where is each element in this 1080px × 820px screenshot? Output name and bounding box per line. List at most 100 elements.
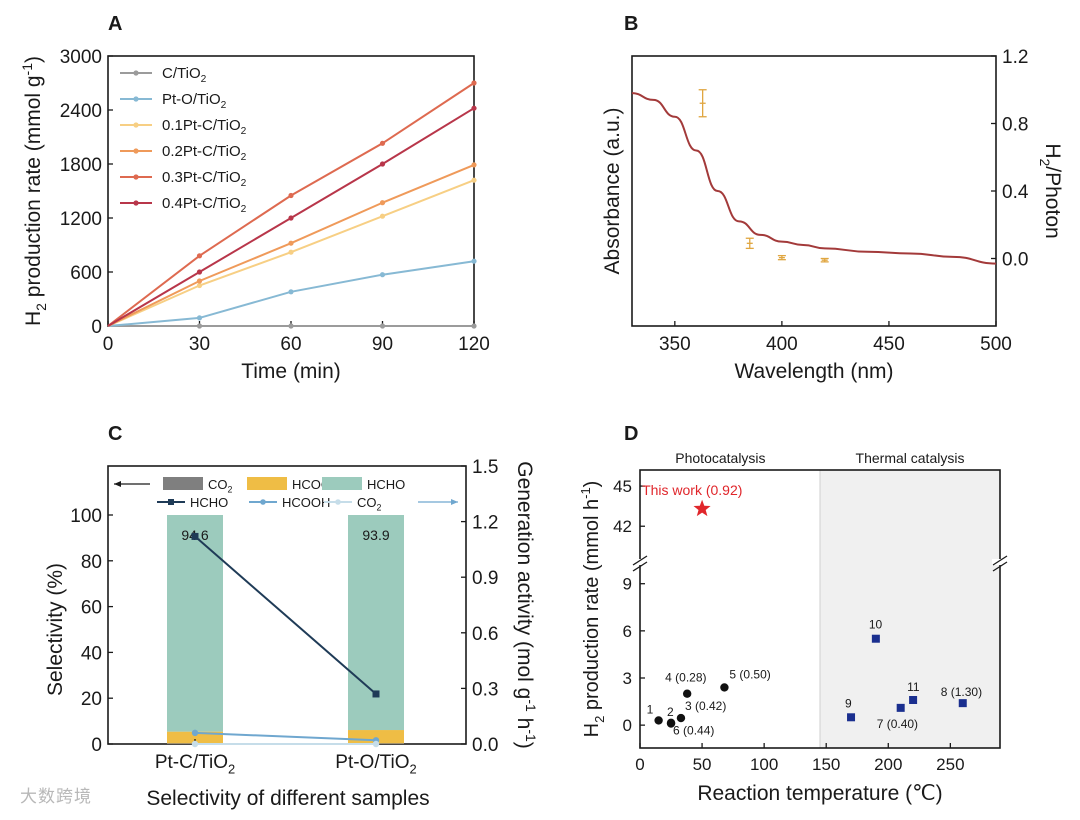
bar-hcho-0 — [167, 515, 223, 732]
absorbance-curve — [631, 92, 997, 265]
y-tick-label: 40 — [81, 643, 102, 664]
legend-label-4: 0.3Pt-C/TiO2 — [162, 169, 247, 189]
data-point — [288, 192, 294, 199]
x-axis-label: Selectivity of different samples — [146, 787, 429, 810]
data-point — [196, 278, 203, 284]
y2-tick-label: 0.6 — [472, 624, 498, 645]
activity-point — [372, 740, 380, 748]
y-tick-label: 0 — [91, 317, 102, 338]
photo-point-label-1: 2 — [667, 705, 674, 719]
y-tick-label: 60 — [81, 598, 102, 619]
y-axis-label: Selectivity (%) — [44, 563, 67, 696]
legend-bar-label-2: HCHO — [367, 477, 405, 492]
x-axis-label: Wavelength (nm) — [734, 360, 893, 383]
data-point — [288, 215, 294, 221]
y-tick-label: 1200 — [60, 209, 102, 230]
photo-point-label-5: 6 (0.44) — [673, 724, 714, 738]
y-tick-label: 45 — [613, 477, 632, 496]
axis-break-gap — [632, 559, 648, 565]
x-tick-label: 450 — [873, 334, 905, 355]
watermark: 大数跨境 — [20, 787, 92, 807]
x-axis-label: Reaction temperature (℃) — [697, 782, 942, 805]
panel-letter-a: A — [108, 13, 122, 35]
x-tick-label: 150 — [812, 755, 840, 774]
y2-tick-label: 0.8 — [1002, 115, 1028, 136]
data-point — [471, 323, 477, 329]
thermal-point-label-1: 8 (1.30) — [941, 685, 982, 699]
photo-point-label-3: 4 (0.28) — [665, 671, 706, 685]
panel-d: D 0 50 100 150 200 250 0 3 6 9 42 45 Photocatalysis Th… — [578, 423, 1008, 805]
y-tick-label: 2400 — [60, 101, 102, 122]
bar-hcho-1 — [348, 515, 404, 731]
x-tick-label: 90 — [372, 334, 393, 355]
data-point — [379, 213, 386, 219]
photo-point-5 — [666, 719, 676, 728]
axis-break-left — [632, 555, 648, 566]
y-tick-label: 6 — [623, 622, 632, 641]
x-tick-label: 250 — [936, 755, 964, 774]
legend-marker — [335, 499, 341, 505]
data-point — [196, 323, 203, 329]
data-point — [379, 161, 386, 167]
x-tick-label: 350 — [659, 334, 691, 355]
legend-swatch-2 — [322, 477, 362, 490]
thermal-point-1 — [958, 699, 967, 708]
panel-b: B 350 400 450 500 0.0 0.4 0.8 1.2 Wavelength (nm)… — [601, 13, 1064, 383]
y-tick-label: 20 — [81, 689, 102, 710]
data-point — [288, 249, 294, 255]
category-label-1: Pt-O/TiO2 — [335, 752, 416, 776]
axis-break-left — [632, 561, 648, 572]
y2-tick-label: 1.5 — [472, 457, 498, 478]
thermal-point-label-3: 10 — [869, 618, 883, 632]
data-point — [288, 240, 294, 246]
legend-marker — [133, 96, 139, 102]
legend-swatch-1 — [247, 477, 287, 490]
legend-marker — [133, 174, 139, 180]
x-tick-label: 120 — [458, 334, 490, 355]
thermal-point-label-2: 9 — [845, 696, 852, 710]
category-label-0: Pt-C/TiO2 — [155, 752, 235, 776]
activity-point — [191, 729, 199, 737]
y2-tick-label: 0.9 — [472, 568, 498, 589]
thermal-point-label-0: 7 (0.40) — [877, 717, 918, 731]
data-point — [471, 177, 477, 183]
legend-marker — [133, 148, 139, 154]
x-tick-label: 400 — [766, 334, 798, 355]
photo-point-0 — [654, 716, 663, 725]
y2-tick-label: 0.3 — [472, 679, 498, 700]
data-point — [471, 80, 477, 86]
y-tick-label: 3 — [623, 669, 632, 688]
bar-hcooh-0 — [167, 731, 223, 744]
panel-letter-c: C — [108, 423, 122, 445]
data-point — [196, 315, 203, 321]
activity-line-0 — [194, 535, 377, 695]
y2-tick-label: 0.0 — [1002, 250, 1028, 271]
y2-tick-label: 1.2 — [472, 513, 498, 534]
legend-label-5: 0.4Pt-C/TiO2 — [162, 195, 247, 215]
y-tick-label: 3000 — [60, 47, 102, 68]
thermal-point-label-4: 11 — [907, 680, 920, 694]
x-tick-label: 60 — [280, 334, 301, 355]
legend-marker — [133, 200, 139, 206]
legend-bar-label-0: CO2 — [208, 477, 233, 495]
y-tick-label: 9 — [623, 575, 632, 594]
data-point — [288, 289, 294, 295]
this-work-label: This work (0.92) — [642, 482, 742, 498]
y-tick-label: 42 — [613, 517, 632, 536]
legend-label-2: 0.1Pt-C/TiO2 — [162, 117, 247, 137]
thermal-point-2 — [847, 713, 856, 722]
plot-frame — [639, 469, 1001, 749]
y-tick-label: 0 — [623, 716, 632, 735]
x-tick-label: 50 — [693, 755, 712, 774]
y2-tick-label: 0.4 — [1002, 182, 1029, 203]
y-axis-label: H2 production rate (mmol g-1) — [19, 56, 49, 326]
legend-line-label-1: HCOOH — [282, 495, 330, 510]
data-point — [379, 323, 386, 329]
y2-tick-label: 0.0 — [472, 735, 498, 756]
photo-point-label-2: 3 (0.42) — [685, 699, 726, 713]
y-tick-label: 0 — [91, 735, 102, 756]
thermal-point-0 — [896, 703, 905, 712]
x-axis-label: Time (min) — [241, 360, 341, 383]
legend-marker — [133, 70, 139, 76]
